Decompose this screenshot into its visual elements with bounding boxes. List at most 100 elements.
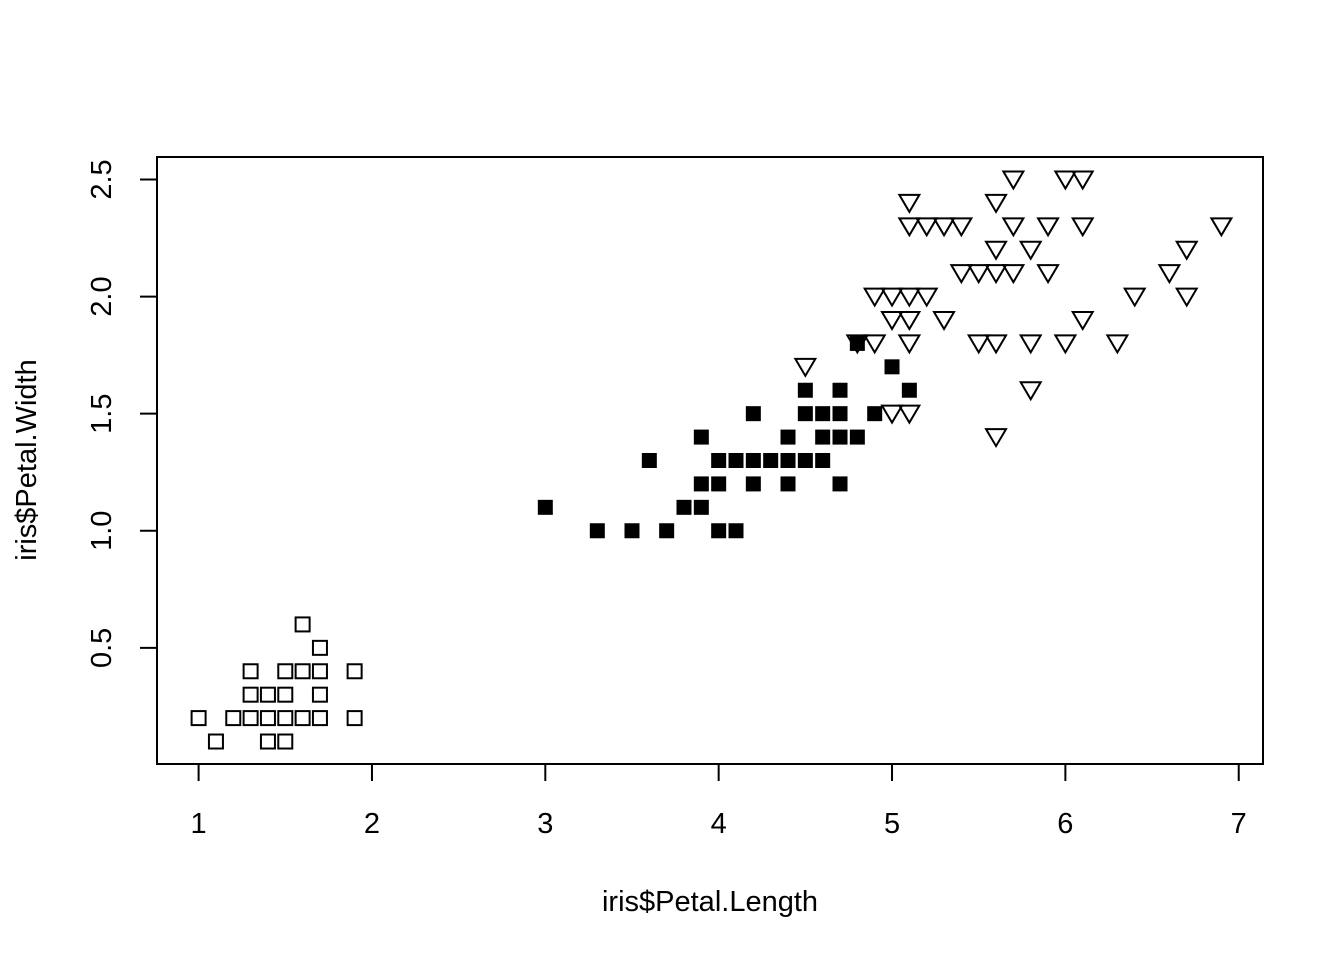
point-open-square (294, 710, 311, 727)
point-open-square (259, 710, 276, 727)
point-filled-square (815, 453, 831, 468)
x-tick-label: 4 (711, 808, 727, 840)
point-open-triangle (932, 310, 956, 331)
point-open-triangle (984, 334, 1008, 355)
point-filled-square (693, 499, 709, 515)
point-open-square (277, 710, 294, 727)
x-tick-label: 7 (1231, 808, 1247, 840)
point-open-triangle (932, 217, 956, 238)
point-open-square (190, 710, 207, 727)
point-filled-square (537, 499, 553, 515)
point-open-triangle (1036, 217, 1060, 238)
point-open-triangle (966, 334, 991, 355)
point-filled-square (780, 429, 796, 445)
point-open-triangle (897, 404, 922, 425)
x-tick-label: 2 (364, 808, 380, 840)
point-open-triangle (845, 334, 870, 355)
point-open-triangle (949, 264, 974, 285)
point-open-square (259, 686, 276, 703)
point-filled-square (763, 453, 779, 468)
point-open-triangle (984, 264, 1008, 285)
point-open-square (277, 663, 294, 680)
point-filled-square (849, 429, 865, 445)
point-open-square (294, 663, 311, 680)
point-open-triangle (880, 287, 904, 308)
x-tick-label: 1 (191, 808, 207, 840)
point-open-triangle (1157, 264, 1182, 285)
point-open-triangle (1209, 217, 1234, 238)
point-open-triangle (984, 428, 1008, 449)
point-filled-square (693, 476, 709, 492)
y-tick-label: 2.5 (86, 159, 118, 199)
point-filled-square (832, 406, 848, 422)
point-open-triangle (897, 193, 922, 214)
point-open-triangle (862, 287, 887, 308)
point-open-triangle (793, 357, 818, 378)
x-tick-label: 3 (537, 808, 553, 840)
x-tick-label: 6 (1057, 808, 1073, 840)
x-tick-label: 5 (884, 808, 900, 840)
point-filled-square (901, 382, 917, 398)
point-open-triangle (1001, 217, 1026, 238)
point-open-triangle (897, 334, 922, 355)
point-open-triangle (1053, 334, 1078, 355)
point-open-triangle (897, 310, 922, 331)
point-filled-square (711, 476, 727, 492)
point-filled-square (624, 523, 640, 539)
point-open-triangle (862, 334, 887, 355)
point-open-square (207, 733, 224, 750)
y-tick-label: 2.0 (86, 276, 118, 316)
point-open-triangle (914, 217, 939, 238)
point-open-square (277, 686, 294, 703)
point-open-square (294, 616, 311, 633)
point-filled-square (659, 523, 675, 539)
point-open-triangle (1174, 287, 1199, 308)
point-open-square (311, 686, 328, 703)
point-open-triangle (880, 310, 904, 331)
point-open-triangle (984, 193, 1008, 214)
point-open-triangle (1070, 217, 1095, 238)
point-filled-square (728, 453, 744, 468)
point-filled-square (797, 406, 813, 422)
point-open-triangle (1122, 287, 1147, 308)
point-filled-square (780, 476, 796, 492)
point-filled-square (745, 406, 761, 422)
point-filled-square (867, 406, 883, 422)
point-open-triangle (949, 217, 974, 238)
point-open-triangle (897, 287, 922, 308)
point-open-triangle (1018, 381, 1043, 402)
point-open-triangle (1001, 264, 1026, 285)
point-open-triangle (880, 404, 904, 425)
point-filled-square (832, 476, 848, 492)
point-open-triangle (897, 217, 922, 238)
point-open-square (346, 663, 363, 680)
point-filled-square (832, 429, 848, 445)
point-filled-square (832, 382, 848, 398)
point-open-triangle (914, 287, 939, 308)
point-filled-square (780, 453, 796, 468)
point-open-square (225, 710, 242, 727)
y-axis-label: iris$Petal.Width (11, 359, 43, 560)
x-axis-label: iris$Petal.Length (602, 886, 818, 918)
x-axis: 1 2 3 4 5 6 7 (191, 763, 1247, 840)
data-points (190, 170, 1234, 750)
point-open-triangle (1018, 334, 1043, 355)
point-open-square (242, 710, 259, 727)
point-open-square (311, 639, 328, 656)
y-tick-label: 1.5 (86, 393, 118, 433)
point-open-square (259, 733, 276, 750)
y-axis: 0.5 1.0 1.5 2.0 2.5 (86, 159, 158, 668)
point-open-triangle (1036, 264, 1060, 285)
point-filled-square (797, 453, 813, 468)
point-filled-square (745, 453, 761, 468)
point-filled-square (745, 476, 761, 492)
point-open-triangle (1174, 240, 1199, 261)
point-filled-square (884, 359, 900, 375)
y-tick-label: 1.0 (86, 511, 118, 551)
point-open-square (311, 663, 328, 680)
point-open-triangle (1105, 334, 1130, 355)
y-tick-label: 0.5 (86, 628, 118, 668)
plot-frame (156, 156, 1264, 765)
point-filled-square (711, 523, 727, 539)
